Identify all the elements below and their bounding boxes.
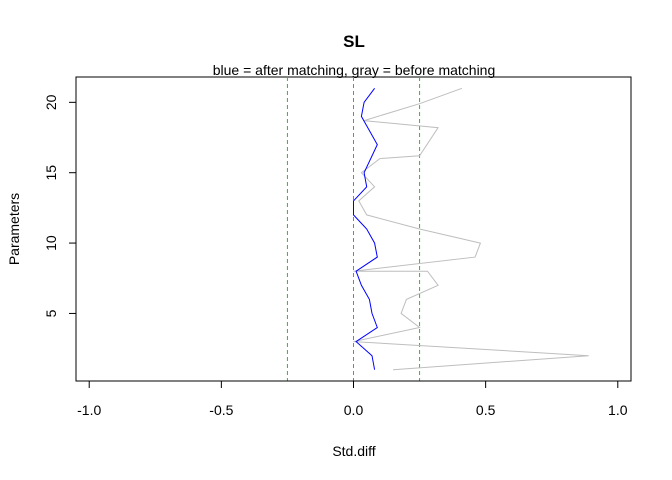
x-tick-label: 0.5 — [476, 402, 496, 418]
series-line-0 — [353, 87, 589, 371]
series-layer — [353, 87, 589, 371]
y-tick-label: 15 — [43, 165, 59, 181]
x-tick-label: -1.0 — [77, 402, 101, 418]
x-axis: -1.0 -0.5 0.0 0.5 1.0 — [77, 380, 628, 418]
y-tick-label: 20 — [43, 94, 59, 110]
chart-title: SL — [343, 32, 365, 51]
x-tick-label: 0.0 — [344, 402, 364, 418]
y-axis-label: Parameters — [6, 193, 22, 265]
chart-subtitle: blue = after matching, gray = before mat… — [213, 62, 496, 78]
y-axis: 5 10 15 20 — [43, 94, 77, 317]
series-line-1 — [353, 88, 378, 370]
y-tick-label: 5 — [43, 309, 59, 317]
x-tick-label: -0.5 — [209, 402, 233, 418]
y-tick-label: 10 — [43, 235, 59, 251]
x-tick-label: 1.0 — [608, 402, 628, 418]
reference-lines — [286, 77, 421, 381]
x-axis-label: Std.diff — [332, 443, 375, 459]
